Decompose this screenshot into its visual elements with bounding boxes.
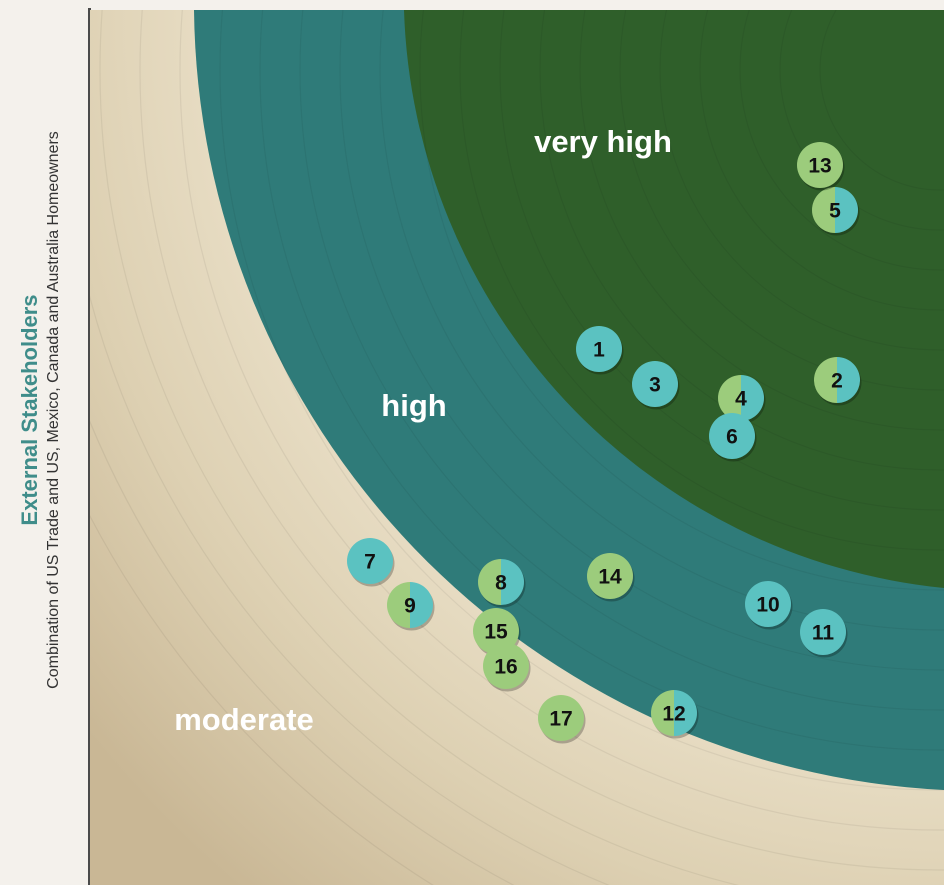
point-label: 12: [662, 703, 685, 726]
marker-half-teal: [674, 690, 697, 736]
y-axis-subtitle: Combination of US Trade and US, Mexico, …: [45, 131, 62, 689]
point-6: 6: [709, 413, 757, 462]
point-label: 8: [495, 572, 507, 595]
point-16: 16: [483, 643, 531, 692]
marker-half-green: [718, 375, 741, 421]
point-17: 17: [538, 695, 586, 744]
point-1: 1: [576, 326, 624, 375]
point-label: 4: [735, 388, 747, 411]
zone-label-high: high: [381, 388, 446, 423]
point-label: 17: [549, 708, 572, 731]
marker-green: [473, 608, 519, 654]
zone-label-moderate: moderate: [174, 702, 314, 737]
marker-half-green: [387, 582, 410, 628]
point-label: 2: [831, 370, 843, 393]
marker-half-green: [651, 690, 674, 736]
point-label: 1: [593, 339, 605, 362]
point-3: 3: [632, 361, 680, 410]
point-label: 11: [812, 622, 835, 645]
marker-half-teal: [835, 187, 858, 233]
marker-half-teal: [741, 375, 764, 421]
marker-teal: [745, 581, 791, 627]
marker-half-teal: [501, 559, 524, 605]
point-label: 10: [756, 594, 779, 617]
marker-green: [483, 643, 529, 689]
point-13: 13: [797, 142, 845, 191]
point-label: 6: [726, 426, 738, 449]
point-label: 13: [808, 155, 831, 178]
marker-teal: [709, 413, 755, 459]
marker-half-teal: [410, 582, 433, 628]
point-4: 4: [718, 375, 766, 424]
marker-half-green: [814, 357, 837, 403]
marker-green: [587, 553, 633, 599]
point-label: 15: [484, 621, 508, 644]
marker-green: [797, 142, 843, 188]
point-7: 7: [347, 538, 395, 587]
point-14: 14: [587, 553, 635, 602]
marker-half-green: [478, 559, 501, 605]
zone-label-very-high: very high: [534, 124, 672, 159]
point-label: 7: [364, 551, 376, 574]
point-10: 10: [745, 581, 793, 630]
plot-area: very high high moderate 1 2 3 4 5 6 7 8 9 10 11 12 1…: [90, 10, 944, 885]
point-label: 16: [494, 656, 517, 679]
marker-teal: [576, 326, 622, 372]
marker-teal: [800, 609, 846, 655]
point-2: 2: [814, 357, 862, 406]
marker-half-teal: [837, 357, 860, 403]
point-label: 14: [598, 566, 622, 589]
point-8: 8: [478, 559, 526, 608]
point-label: 3: [649, 374, 661, 397]
point-12: 12: [651, 690, 699, 739]
y-axis-title: External Stakeholders: [17, 294, 42, 526]
marker-teal: [347, 538, 393, 584]
y-axis-label: External Stakeholders Combination of US …: [6, 60, 76, 760]
marker-half-green: [812, 187, 835, 233]
point-label: 5: [829, 200, 841, 223]
point-5: 5: [812, 187, 860, 236]
point-9: 9: [387, 582, 435, 631]
y-axis-line: [88, 8, 91, 885]
point-11: 11: [800, 609, 848, 658]
marker-teal: [632, 361, 678, 407]
marker-green: [538, 695, 584, 741]
point-label: 9: [404, 595, 416, 618]
wood-rings-texture: [90, 10, 944, 885]
